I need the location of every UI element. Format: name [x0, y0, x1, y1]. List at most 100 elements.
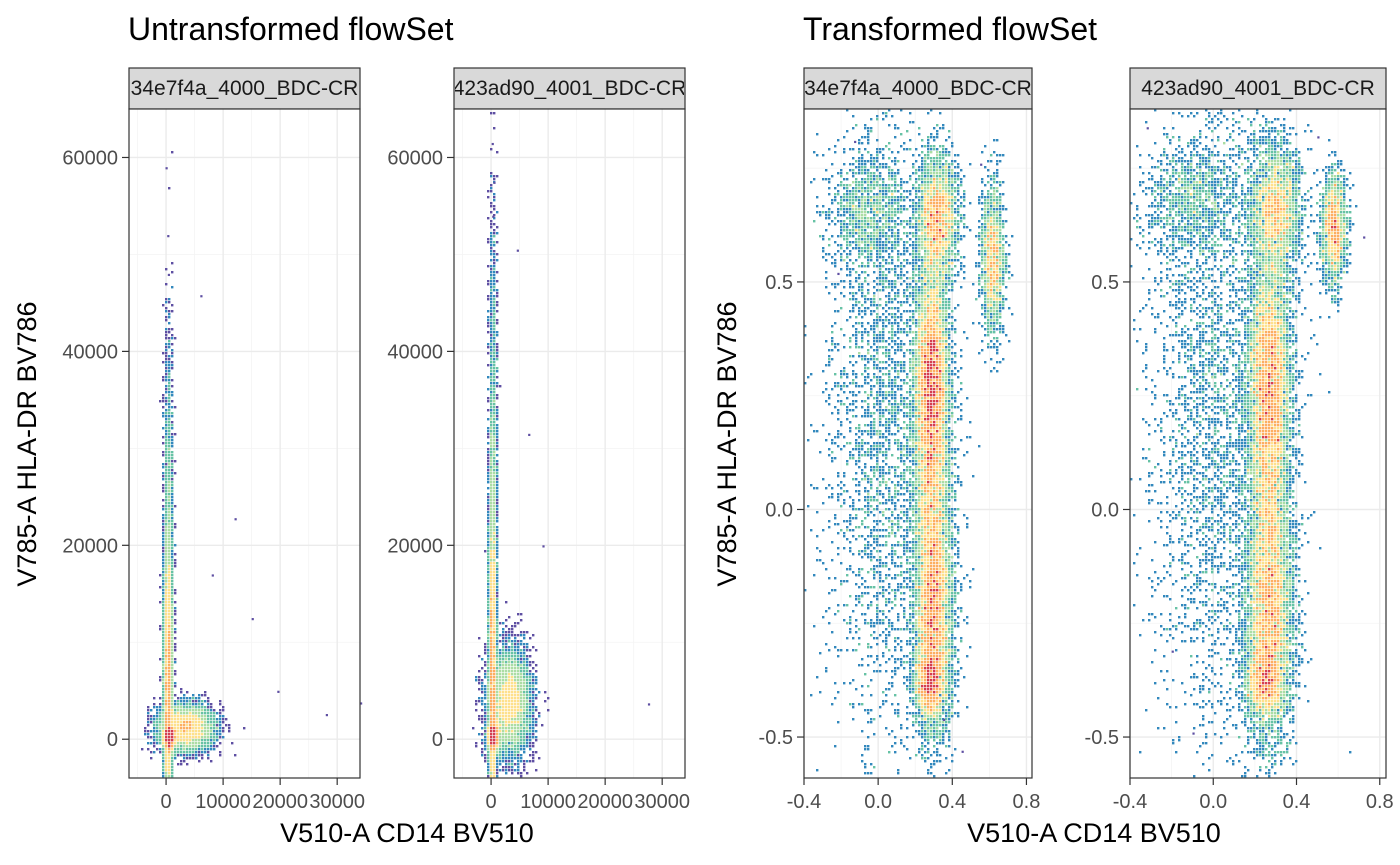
density-bin	[529, 670, 532, 673]
density-bin	[186, 709, 189, 712]
density-bin	[526, 697, 529, 700]
density-bin	[960, 238, 963, 241]
density-bin	[472, 727, 475, 730]
density-bin	[517, 721, 520, 724]
density-bin	[888, 283, 891, 286]
density-bin	[915, 334, 918, 337]
density-bin	[843, 208, 846, 211]
density-bin	[891, 169, 894, 172]
density-bin	[933, 181, 936, 184]
density-bin	[897, 277, 900, 280]
density-bin	[487, 280, 490, 283]
density-bin	[945, 304, 948, 307]
density-bin	[927, 196, 930, 199]
density-bin	[505, 658, 508, 661]
density-bin	[978, 250, 981, 253]
density-bin	[945, 181, 948, 184]
density-bin	[505, 742, 508, 745]
density-bin	[210, 721, 213, 724]
density-bin	[861, 232, 864, 235]
density-bin	[1005, 241, 1008, 244]
density-bin	[957, 166, 960, 169]
density-bin	[517, 760, 520, 763]
density-bin	[918, 238, 921, 241]
density-bin	[996, 337, 999, 340]
density-bin	[171, 604, 174, 607]
density-bin	[487, 679, 490, 682]
density-bin	[996, 319, 999, 322]
density-bin	[207, 748, 210, 751]
density-bin	[921, 220, 924, 223]
density-bin	[165, 499, 168, 502]
density-bin	[921, 190, 924, 193]
density-bin	[490, 322, 493, 325]
density-bin	[894, 214, 897, 217]
density-bin	[147, 715, 150, 718]
density-bin	[168, 376, 171, 379]
density-bin	[168, 370, 171, 373]
density-bin	[168, 754, 171, 757]
density-bin	[948, 151, 951, 154]
density-bin	[987, 214, 990, 217]
density-bin	[882, 259, 885, 262]
density-bin	[900, 220, 903, 223]
density-bin	[532, 682, 535, 685]
density-bin	[945, 274, 948, 277]
density-bin	[171, 421, 174, 424]
density-bin	[888, 331, 891, 334]
density-bin	[490, 511, 493, 514]
density-bin	[195, 736, 198, 739]
density-bin	[171, 772, 174, 775]
density-bin	[174, 730, 177, 733]
density-bin	[867, 238, 870, 241]
density-bin	[481, 700, 484, 703]
density-bin	[162, 766, 165, 769]
density-bin	[897, 232, 900, 235]
density-bin	[153, 703, 156, 706]
density-bin	[514, 670, 517, 673]
density-bin	[165, 268, 168, 271]
density-bin	[490, 544, 493, 547]
density-bin	[189, 703, 192, 706]
density-bin	[502, 706, 505, 709]
density-bin	[867, 127, 870, 130]
density-bin	[490, 259, 493, 262]
density-bin	[171, 262, 174, 265]
density-bin	[858, 202, 861, 205]
density-bin	[514, 739, 517, 742]
density-bin	[496, 226, 499, 229]
density-bin	[855, 124, 858, 127]
density-bin	[948, 190, 951, 193]
density-bin	[210, 730, 213, 733]
density-bin	[484, 727, 487, 730]
density-bin	[162, 775, 165, 778]
density-bin	[490, 619, 493, 622]
density-bin	[493, 127, 496, 130]
density-bin	[996, 214, 999, 217]
density-bin	[493, 709, 496, 712]
density-bin	[921, 211, 924, 214]
density-bin	[948, 271, 951, 274]
density-bin	[852, 295, 855, 298]
density-bin	[999, 265, 1002, 268]
density-bin	[484, 754, 487, 757]
density-bin	[918, 211, 921, 214]
density-bin	[864, 169, 867, 172]
density-bin	[888, 229, 891, 232]
density-bin	[1002, 274, 1005, 277]
density-bin	[960, 181, 963, 184]
density-bin	[168, 724, 171, 727]
density-bin	[490, 433, 493, 436]
density-bin	[490, 631, 493, 634]
density-bin	[216, 736, 219, 739]
density-bin	[523, 694, 526, 697]
density-bin	[855, 217, 858, 220]
density-bin	[153, 730, 156, 733]
density-bin	[825, 271, 828, 274]
density-bin	[502, 655, 505, 658]
density-bin	[882, 214, 885, 217]
density-bin	[927, 271, 930, 274]
density-bin	[490, 625, 493, 628]
density-bin	[159, 709, 162, 712]
density-bin	[960, 256, 963, 259]
